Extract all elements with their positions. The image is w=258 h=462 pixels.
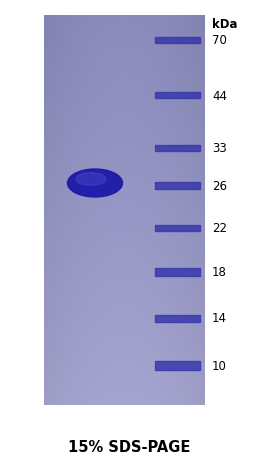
Bar (155, 37, 200, 43)
Text: 70: 70 (212, 35, 227, 48)
Bar (155, 268, 200, 276)
Text: 44: 44 (212, 90, 227, 103)
Bar (155, 92, 200, 98)
Text: 15% SDS-PAGE: 15% SDS-PAGE (68, 440, 190, 456)
Text: 26: 26 (212, 180, 227, 193)
Bar (155, 182, 200, 188)
Text: 22: 22 (212, 223, 227, 236)
Text: 18: 18 (212, 267, 227, 280)
Bar (155, 315, 200, 322)
Text: 33: 33 (212, 142, 227, 156)
Text: 14: 14 (212, 312, 227, 326)
Bar (155, 225, 200, 231)
Bar (155, 360, 200, 370)
Text: 10: 10 (212, 359, 227, 372)
Bar (155, 145, 200, 151)
Ellipse shape (76, 173, 106, 185)
Ellipse shape (68, 169, 123, 197)
Text: kDa: kDa (212, 18, 238, 31)
